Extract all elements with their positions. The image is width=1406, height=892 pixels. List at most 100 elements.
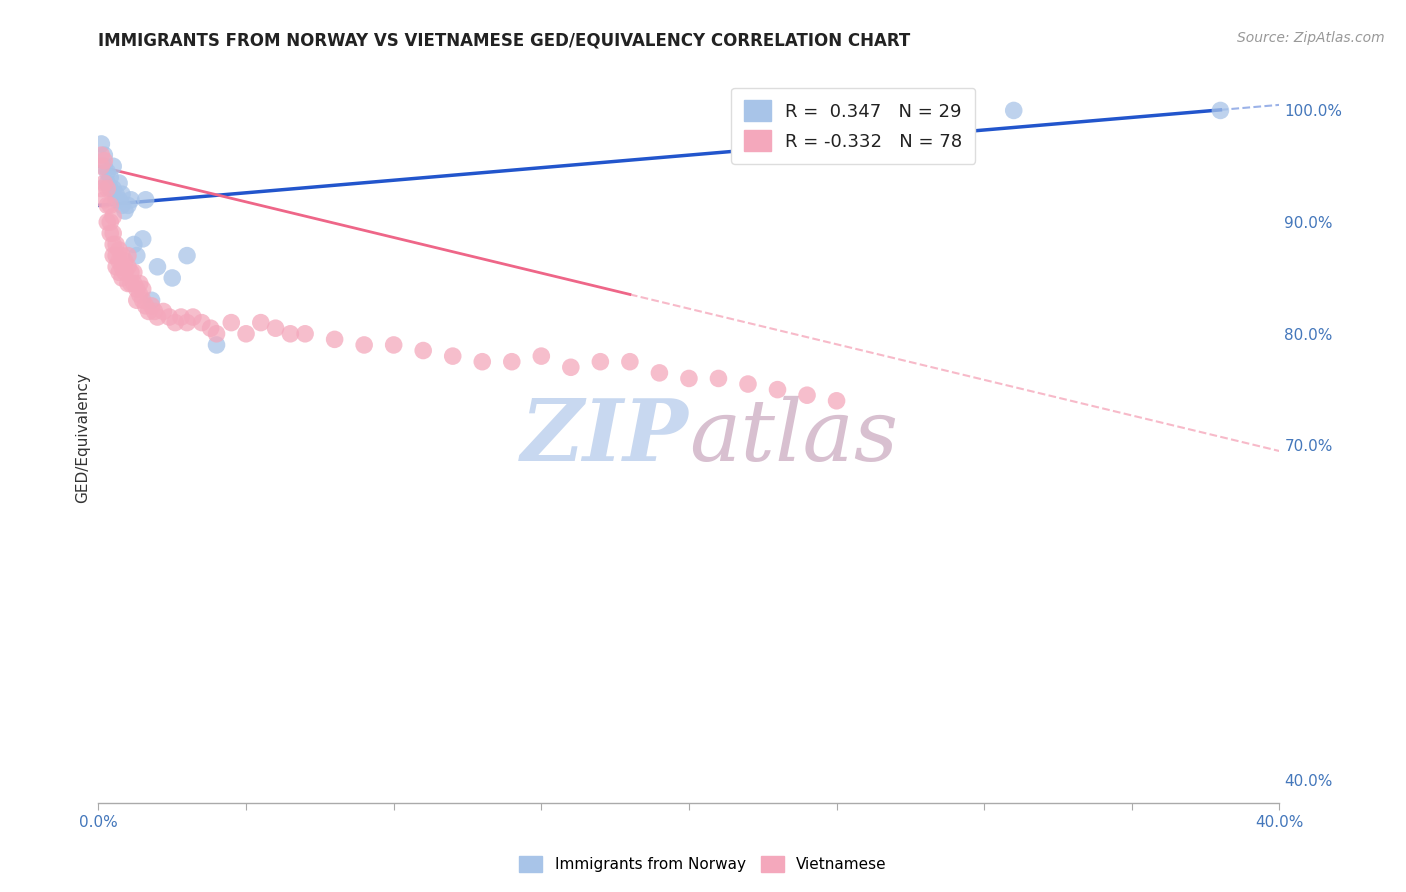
Point xyxy=(278,326,302,341)
Point xyxy=(93,148,115,162)
Point xyxy=(132,282,155,296)
Point xyxy=(205,338,228,352)
Point xyxy=(135,193,157,207)
Point xyxy=(135,299,157,313)
Point xyxy=(96,198,118,212)
Point xyxy=(105,237,128,252)
Point xyxy=(98,181,121,195)
Point xyxy=(98,198,121,212)
Point xyxy=(250,316,273,330)
Point xyxy=(796,388,818,402)
Point xyxy=(117,198,139,212)
Point xyxy=(678,371,700,385)
Text: ZIP: ZIP xyxy=(522,395,689,479)
Point xyxy=(93,193,115,207)
Point xyxy=(1209,103,1232,118)
Point xyxy=(162,271,183,285)
Point xyxy=(105,260,128,274)
Point xyxy=(294,326,316,341)
Point xyxy=(1002,103,1025,118)
Point xyxy=(648,366,671,380)
Point xyxy=(125,293,148,308)
Point xyxy=(157,310,180,324)
Point xyxy=(353,338,375,352)
Point xyxy=(117,260,139,274)
Point xyxy=(93,153,115,168)
Point xyxy=(90,159,112,173)
Point xyxy=(619,354,641,368)
Point xyxy=(143,304,166,318)
Point xyxy=(103,181,125,195)
Point xyxy=(132,293,155,308)
Point xyxy=(141,293,163,308)
Point xyxy=(125,282,148,296)
Point xyxy=(98,170,121,185)
Point xyxy=(111,260,134,274)
Legend: R =  0.347   N = 29, R = -0.332   N = 78: R = 0.347 N = 29, R = -0.332 N = 78 xyxy=(731,87,976,164)
Point xyxy=(105,249,128,263)
Point xyxy=(108,265,131,279)
Point xyxy=(108,254,131,268)
Point xyxy=(105,193,128,207)
Point xyxy=(93,176,115,190)
Point xyxy=(98,215,121,229)
Point xyxy=(191,316,214,330)
Point xyxy=(111,271,134,285)
Point xyxy=(93,159,115,173)
Point xyxy=(138,304,160,318)
Point xyxy=(114,203,136,218)
Point xyxy=(560,360,582,375)
Point xyxy=(111,198,134,212)
Point xyxy=(103,227,125,241)
Point xyxy=(181,310,204,324)
Point xyxy=(382,338,405,352)
Point xyxy=(103,249,125,263)
Point xyxy=(125,249,148,263)
Point xyxy=(146,260,169,274)
Point xyxy=(108,243,131,257)
Point xyxy=(122,237,145,252)
Point xyxy=(152,304,174,318)
Point xyxy=(176,249,198,263)
Point xyxy=(128,277,150,291)
Point xyxy=(323,332,346,346)
Point xyxy=(219,316,242,330)
Point xyxy=(766,383,789,397)
Point xyxy=(114,265,136,279)
Point xyxy=(589,354,612,368)
Point xyxy=(707,371,730,385)
Point xyxy=(170,310,193,324)
Point xyxy=(90,136,112,151)
Point xyxy=(108,176,131,190)
Point xyxy=(96,176,118,190)
Point xyxy=(264,321,287,335)
Point xyxy=(441,349,464,363)
Point xyxy=(114,254,136,268)
Point xyxy=(200,321,222,335)
Point xyxy=(132,232,155,246)
Point xyxy=(96,165,118,179)
Point xyxy=(98,227,121,241)
Point xyxy=(235,326,257,341)
Point xyxy=(111,249,134,263)
Point xyxy=(205,326,228,341)
Point xyxy=(471,354,494,368)
Point xyxy=(111,187,134,202)
Point xyxy=(737,377,759,392)
Point xyxy=(96,215,118,229)
Point xyxy=(96,181,118,195)
Point xyxy=(90,181,112,195)
Point xyxy=(120,277,142,291)
Point xyxy=(412,343,434,358)
Point xyxy=(176,316,198,330)
Point xyxy=(128,287,150,301)
Text: atlas: atlas xyxy=(689,396,898,478)
Point xyxy=(105,187,128,202)
Point xyxy=(122,277,145,291)
Point xyxy=(141,299,163,313)
Point xyxy=(117,277,139,291)
Point xyxy=(122,265,145,279)
Y-axis label: GED/Equivalency: GED/Equivalency xyxy=(75,372,90,502)
Point xyxy=(165,316,187,330)
Point xyxy=(530,349,553,363)
